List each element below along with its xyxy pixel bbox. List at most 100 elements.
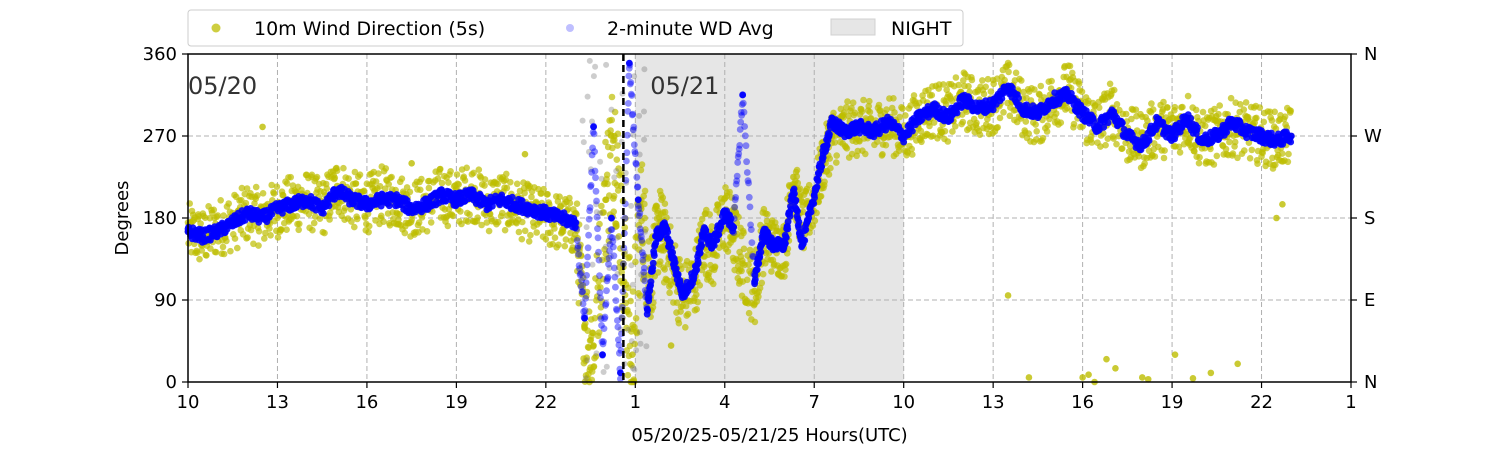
wind-direction-5s-point (593, 201, 600, 208)
wind-direction-5s-point (874, 138, 881, 145)
wind-direction-5s-point (575, 299, 583, 307)
wind-direction-5s-point (544, 190, 551, 198)
wind-direction-5s-point (1231, 138, 1239, 146)
wind-direction-5s-point (756, 284, 764, 292)
wind-direction-5s-point (1141, 160, 1148, 167)
wind-direction-5s-point (1160, 98, 1167, 106)
wind-direction-2min-avg-point (1258, 132, 1265, 140)
wind-direction-5s-point (628, 362, 635, 369)
wind-direction-2min-avg-point (577, 283, 585, 291)
wind-direction-2min-avg-point (1064, 91, 1072, 99)
wind-direction-5s-point (608, 116, 615, 124)
wind-direction-5s-point (603, 363, 610, 370)
wind-direction-5s-point (657, 258, 664, 265)
wind-direction-5s-point (1097, 143, 1104, 150)
wind-direction-5s-outlier (1138, 374, 1146, 381)
wind-direction-5s-point (710, 280, 717, 288)
wind-direction-2min-avg-point (609, 234, 616, 242)
wind-direction-5s-point (1128, 115, 1135, 123)
wind-direction-5s-point (463, 164, 471, 172)
wind-direction-5s-point (356, 171, 364, 178)
wind-direction-5s-point (503, 170, 510, 178)
wind-direction-5s-point (1246, 155, 1254, 162)
wind-direction-2min-avg-point (628, 111, 636, 119)
wind-direction-5s-point (849, 99, 857, 106)
wind-direction-2min-avg-point (585, 231, 592, 239)
wind-direction-5s-point (515, 228, 523, 236)
wind-direction-5s-point (952, 74, 960, 81)
wind-direction-2min-avg-point (584, 253, 591, 261)
wind-direction-5s-point (917, 127, 925, 135)
wind-direction-2min-avg-point (757, 248, 765, 256)
wind-direction-5s-point (641, 214, 648, 222)
wind-direction-5s-point (640, 192, 647, 200)
wind-direction-2min-avg-point (1198, 137, 1206, 144)
wind-direction-5s-point (1227, 94, 1235, 102)
wind-direction-5s-point (579, 274, 587, 282)
wind-direction-2min-avg-point (589, 144, 596, 152)
wind-direction-2min-avg-point (589, 128, 597, 136)
wind-direction-2min-avg-point (318, 205, 326, 213)
wind-direction-2min-avg-point (635, 212, 643, 220)
wind-direction-5s-point (309, 226, 316, 234)
wind-direction-5s-point (908, 145, 915, 153)
wind-direction-5s-point (693, 291, 700, 299)
wind-direction-5s-point (589, 261, 596, 268)
wind-direction-2min-avg-point (826, 130, 833, 138)
wind-direction-5s-point (1271, 108, 1278, 116)
wind-direction-2min-avg-point (583, 272, 590, 279)
wind-direction-5s-point (584, 93, 591, 100)
wind-direction-5s-point (782, 260, 790, 268)
wind-direction-5s-outlier (1085, 371, 1092, 379)
wind-direction-2min-avg-point (709, 241, 717, 249)
wind-direction-5s-point (415, 219, 423, 226)
wind-direction-5s-point (333, 167, 341, 174)
wind-direction-5s-point (313, 173, 321, 181)
wind-direction-2min-avg-point (623, 157, 630, 165)
wind-direction-5s-point (584, 357, 591, 364)
wind-direction-5s-point (388, 173, 395, 181)
wind-direction-2min-avg-point (745, 179, 752, 187)
wind-direction-5s-point (475, 166, 483, 173)
wind-direction-5s-point (212, 248, 220, 256)
wind-direction-5s-point (968, 76, 976, 84)
wind-direction-2min-avg-point (747, 221, 754, 229)
wind-direction-5s-point (603, 61, 610, 68)
wind-direction-2min-avg-point (735, 150, 743, 158)
wind-direction-2min-avg-point (738, 112, 746, 119)
wind-direction-2min-avg-point (639, 252, 647, 259)
wind-direction-2min-avg-point (745, 193, 753, 201)
wind-direction-5s-point (666, 289, 673, 297)
wind-direction-5s-point (445, 179, 452, 186)
wind-direction-5s-point (641, 274, 648, 280)
wind-direction-5s-point (331, 174, 339, 182)
wind-direction-5s-point (283, 226, 290, 233)
wind-direction-5s-point (625, 310, 633, 318)
wind-direction-2min-avg-point (610, 252, 618, 260)
wind-direction-5s-point (587, 166, 594, 173)
wind-direction-2min-avg-point (408, 205, 416, 213)
wind-direction-5s-point (533, 229, 540, 236)
wind-direction-5s-point (255, 228, 263, 235)
wind-direction-5s-point (840, 114, 847, 121)
wind-direction-2min-avg-point (571, 224, 579, 232)
wind-direction-2min-avg-point (576, 271, 584, 279)
wind-direction-2min-avg-point (638, 249, 646, 256)
wind-direction-5s-point (862, 150, 869, 158)
wind-direction-5s-point (629, 365, 636, 371)
wind-direction-5s-point (711, 263, 719, 271)
wind-direction-5s-point (790, 173, 797, 181)
wind-direction-5s-point (382, 165, 390, 172)
wind-direction-5s-point (518, 235, 526, 243)
wind-direction-5s-point (637, 340, 644, 347)
wind-direction-5s-point (577, 241, 584, 249)
wind-direction-5s-point (758, 279, 766, 287)
wind-direction-5s-point (637, 235, 643, 241)
wind-direction-2min-avg-point (661, 223, 669, 231)
wind-direction-2min-avg-point (694, 259, 702, 267)
wind-direction-5s-point (1184, 92, 1192, 100)
wind-direction-5s-point (643, 343, 650, 350)
wind-direction-5s-point (378, 212, 385, 220)
wind-direction-5s-point (633, 329, 641, 337)
wind-direction-5s-point (457, 208, 464, 215)
